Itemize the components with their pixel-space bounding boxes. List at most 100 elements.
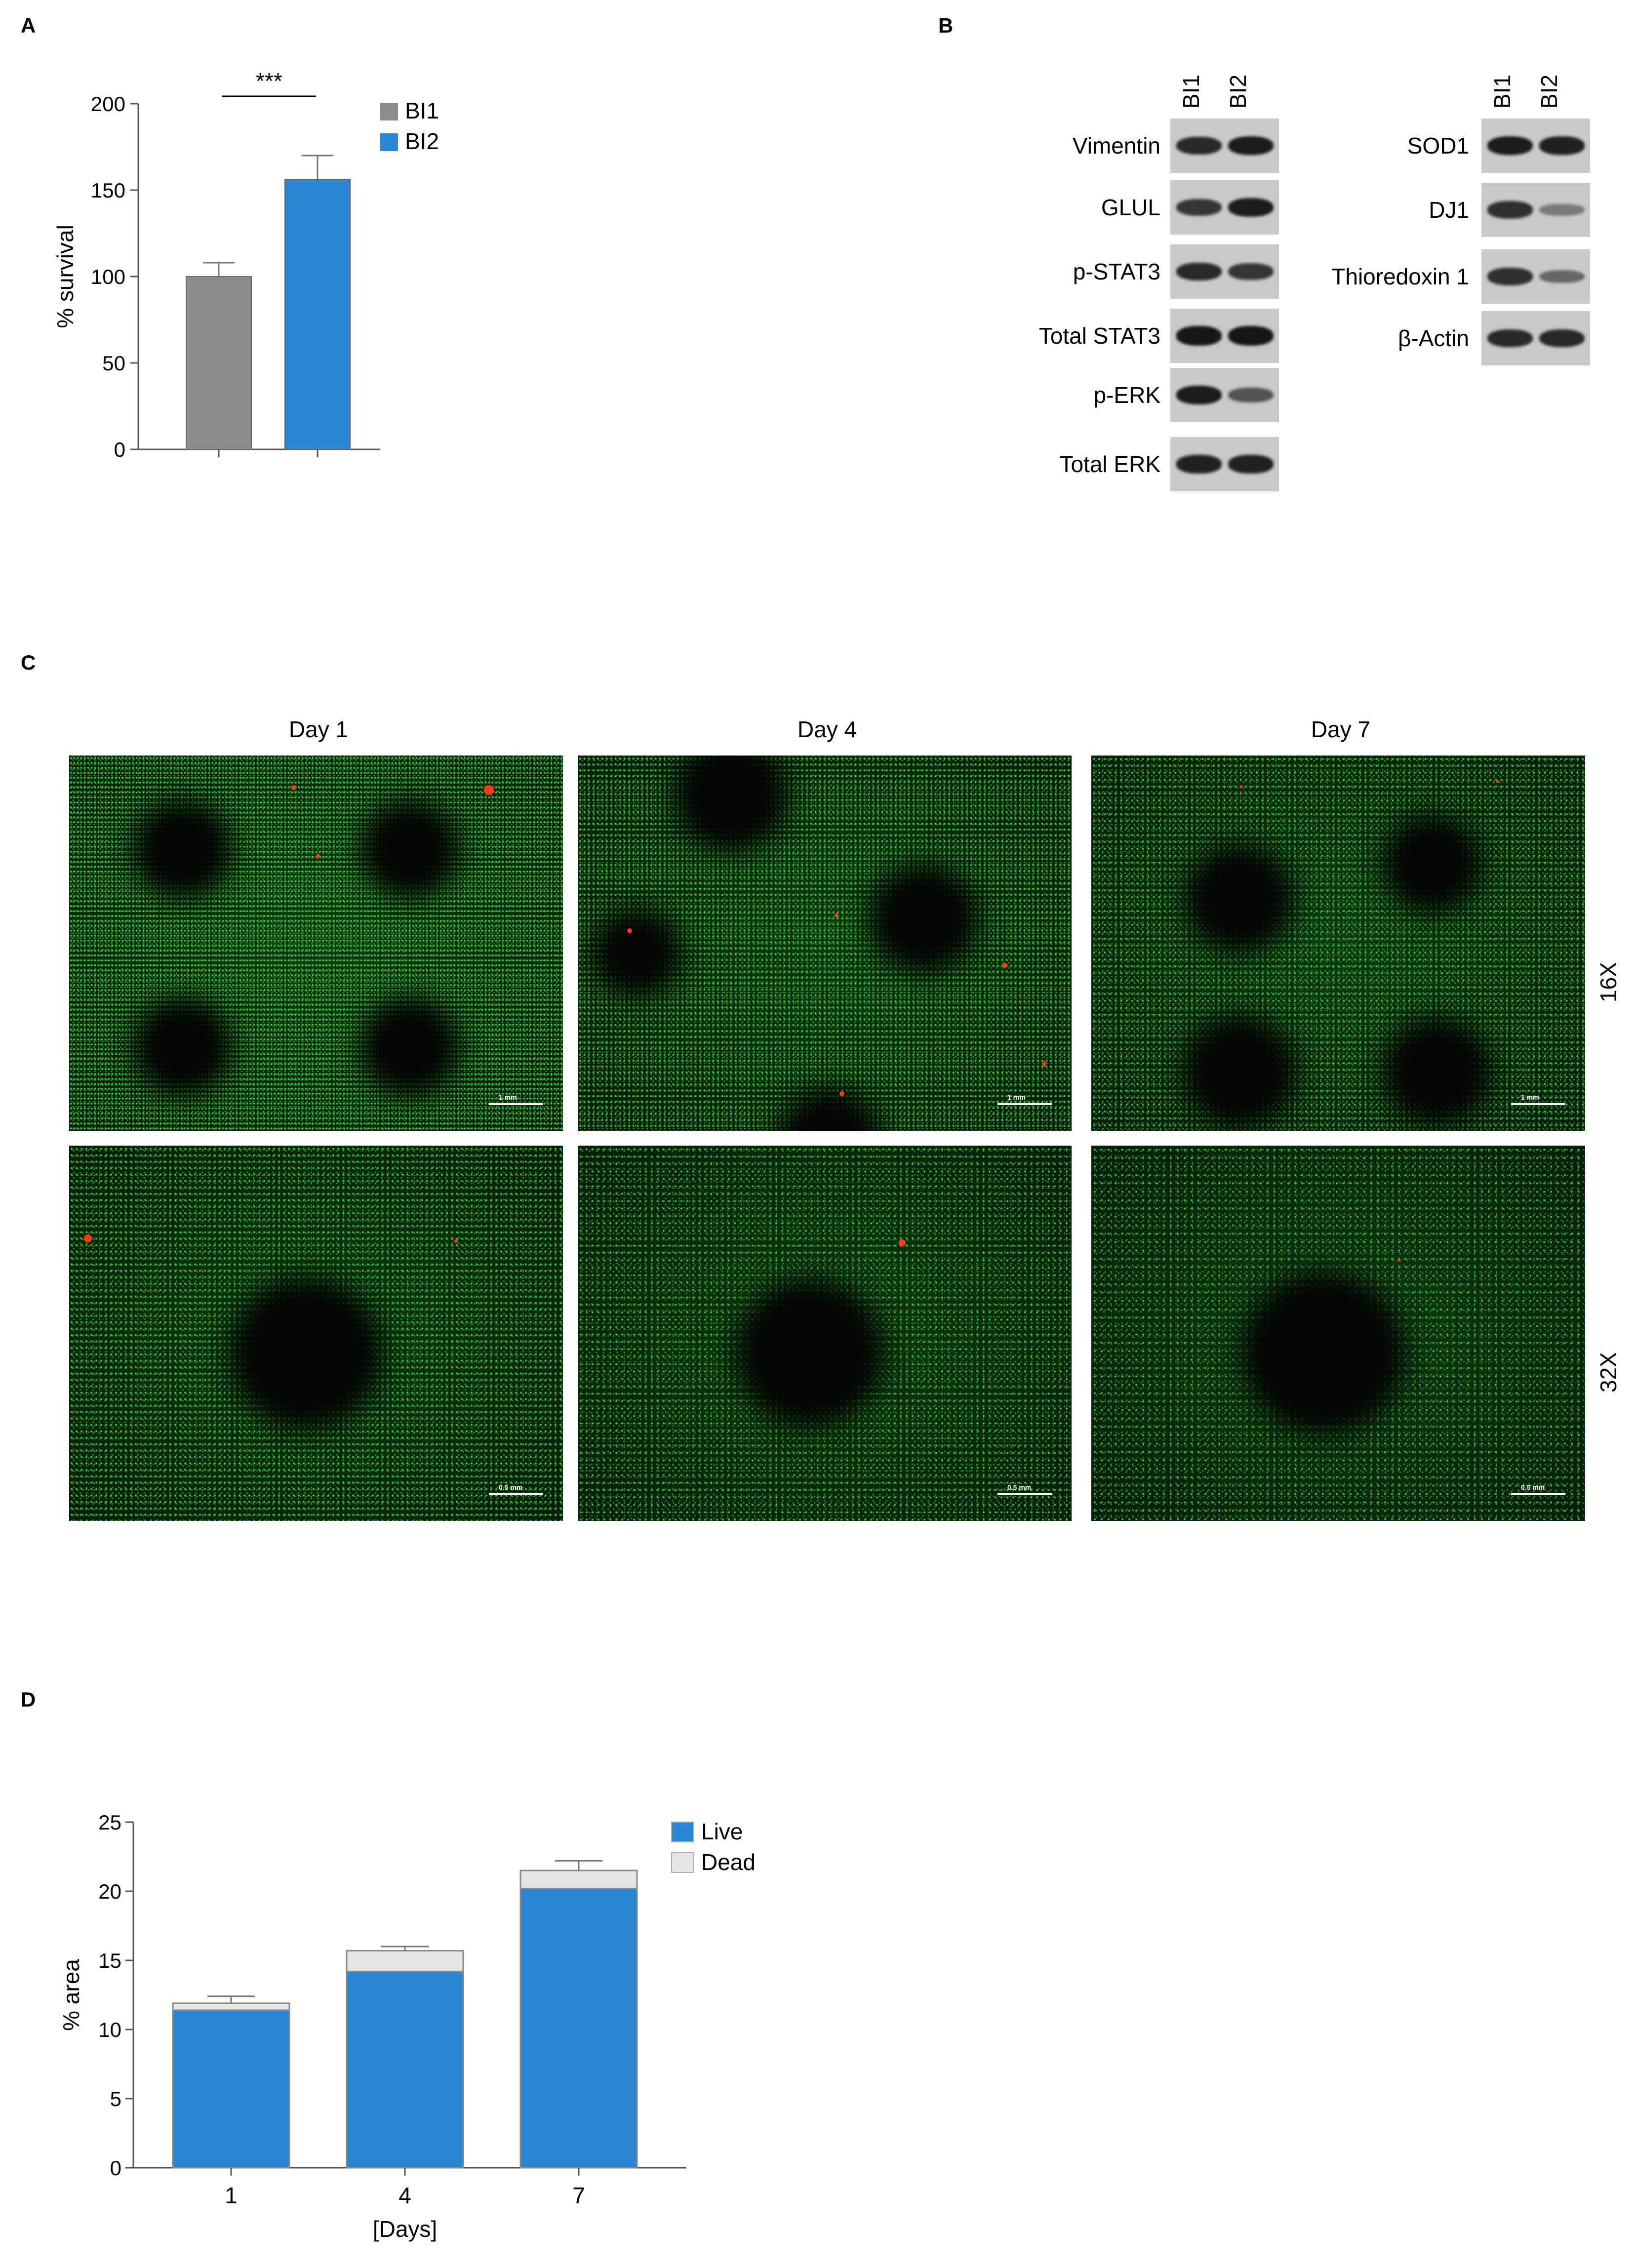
lane-label-bi1: BI1 <box>1489 74 1515 109</box>
dead-cell-spot <box>839 1091 844 1096</box>
bar-segment-live <box>519 1887 638 2169</box>
microscopy-image: 1 mm <box>578 756 1072 1131</box>
protein-band <box>1539 204 1585 216</box>
x-tick-label: 4 <box>399 2183 411 2208</box>
blot-strip <box>1481 119 1590 173</box>
protein-band <box>1539 329 1585 348</box>
magnification-label: 32X <box>1596 1352 1621 1393</box>
panel-label-b: B <box>938 14 954 37</box>
blot-strip <box>1481 183 1590 237</box>
scaffold-pore <box>360 997 459 1096</box>
y-tick-label: 15 <box>98 1949 121 1972</box>
scale-bar-label: 1 mm <box>1007 1093 1026 1101</box>
bar-segment-dead <box>346 1950 464 1972</box>
y-tick-label: 10 <box>98 2018 121 2041</box>
bar-bi1 <box>186 276 252 450</box>
scale-bar-label: 0.5 mm <box>1007 1483 1032 1491</box>
day-title: Day 1 <box>288 716 349 742</box>
dead-cell-spot <box>454 1239 458 1243</box>
blot-label: p-STAT3 <box>1073 259 1160 284</box>
bar-segment-live <box>172 2009 290 2169</box>
blot-strip <box>1481 249 1590 304</box>
day-title: Day 7 <box>1311 716 1371 742</box>
protein-band <box>1539 270 1585 283</box>
y-axis-label: % area <box>58 1959 84 2031</box>
western-blot-panel: BI1 BI2 BI1 BI2 Vimentin GLUL p-STAT3 Total STA… <box>963 59 1605 504</box>
dead-cell-spot <box>316 854 320 858</box>
microscopy-image: 0.5 mm <box>69 1146 563 1521</box>
protein-band <box>1176 455 1222 474</box>
y-tick-label: 0 <box>114 438 125 461</box>
protein-band <box>1176 199 1222 216</box>
protein-band <box>1176 385 1222 405</box>
y-tick-label: 0 <box>110 2156 121 2180</box>
magnification-label: 16X <box>1596 962 1621 1002</box>
bar-segment-dead <box>172 2002 290 2011</box>
blot-label: GLUL <box>1101 195 1160 220</box>
blot-label: DJ1 <box>1429 197 1469 223</box>
blot-strip <box>1170 437 1279 491</box>
scaffold-pore <box>674 756 788 852</box>
scaffold-pore <box>133 997 232 1096</box>
protein-band <box>1228 326 1274 346</box>
dead-cell-spot <box>84 1234 92 1242</box>
survival-bar-chart: 0 50 100 150 200 % survival *** BI1 BI2 <box>52 69 439 461</box>
protein-band <box>1487 201 1533 219</box>
scale-bar-label: 0.5 mm <box>1521 1483 1545 1491</box>
dead-cell-spot <box>484 785 494 795</box>
legend-swatch-dead <box>671 1852 694 1873</box>
microscopy-image: 1 mm <box>1091 756 1585 1131</box>
blot-strip <box>1170 309 1279 363</box>
protein-band <box>1176 262 1222 281</box>
y-tick-label: 100 <box>91 265 125 288</box>
x-tick-label: 1 <box>225 2183 238 2208</box>
scaffold-pore <box>360 800 459 899</box>
scale-bar <box>489 1493 543 1495</box>
microscopy-image: 0.5 mm <box>1091 1146 1585 1521</box>
blot-label: SOD1 <box>1407 133 1469 159</box>
dead-cell-spot <box>1002 963 1007 968</box>
scaffold-pore <box>869 864 978 973</box>
scale-bar <box>998 1493 1052 1495</box>
bar-bi2 <box>284 179 351 450</box>
y-tick-label: 200 <box>91 92 125 116</box>
scale-bar <box>1511 1493 1565 1495</box>
scale-bar <box>998 1103 1052 1105</box>
lane-label-bi2: BI2 <box>1536 74 1562 109</box>
scaffold-pore <box>230 1276 383 1430</box>
x-axis-label: [Days] <box>373 2216 437 2242</box>
panel-label-c: C <box>21 651 36 674</box>
blot-label: Total STAT3 <box>1038 323 1160 349</box>
scaffold-pore <box>736 1279 884 1427</box>
protein-band <box>1176 326 1222 346</box>
legend-swatch-bi1 <box>380 103 398 120</box>
panel-label-d: D <box>21 1688 36 1711</box>
protein-band <box>1487 329 1533 348</box>
dead-cell-spot <box>291 785 296 790</box>
scaffold-pore <box>1183 1015 1296 1128</box>
scale-bar <box>489 1103 543 1105</box>
blot-strip <box>1170 180 1279 235</box>
y-tick-label: 150 <box>91 179 125 202</box>
x-tick-label: 7 <box>572 2183 585 2208</box>
y-tick-label: 5 <box>110 2087 121 2110</box>
y-tick-label: 20 <box>98 1880 121 1903</box>
day-title: Day 4 <box>797 716 857 742</box>
blot-strip <box>1170 244 1279 299</box>
bar-segment-live <box>346 1970 464 2169</box>
protein-band <box>1228 387 1274 403</box>
protein-band <box>1539 136 1585 155</box>
protein-band <box>1487 268 1533 285</box>
microscopy-image: 1 mm <box>69 756 563 1131</box>
lane-label-bi2: BI2 <box>1225 74 1251 109</box>
blot-strip <box>1481 311 1590 365</box>
legend-label-bi2: BI2 <box>405 128 439 154</box>
scaffold-pore <box>133 800 232 899</box>
blot-strip <box>1170 368 1279 422</box>
scale-bar-label: 1 mm <box>499 1093 517 1101</box>
lane-label-bi1: BI1 <box>1178 74 1204 109</box>
dead-cell-spot <box>1397 1259 1400 1262</box>
protein-band <box>1176 136 1222 155</box>
protein-band <box>1228 136 1274 156</box>
area-stacked-bar-chart: 0 5 10 15 20 25 % area 1 4 7 [Days] Live Dead <box>58 1811 756 2242</box>
